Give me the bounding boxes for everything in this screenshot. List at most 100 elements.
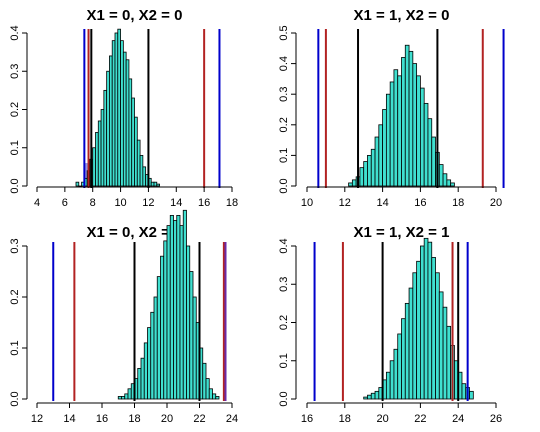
y-tick-label: 0.3 [278,277,290,292]
histogram-panel: X1 = 0, X2 = 1 12 14 16 18 20 22 24 0.0 0.1 0.2 0.3 [9,209,238,425]
x-tick-label: 14 [170,197,182,209]
histogram-bar [401,318,406,400]
histogram-bar [393,69,399,187]
histogram-bar [205,378,210,400]
histogram-bar [179,225,184,400]
histogram-bar [97,120,102,187]
histogram-bar [367,394,372,400]
histogram-bar [419,245,425,400]
histogram-bar [367,154,372,187]
histogram-bar [374,390,380,400]
x-tick-label: 26 [490,413,502,425]
histogram-bar [202,362,207,400]
histogram-bar [137,367,142,400]
x-tick-label: 16 [198,197,210,209]
histogram-bar [397,75,402,187]
x-tick-label: 20 [490,197,502,209]
histogram-bar [446,179,452,187]
x-tick-label: 10 [114,197,126,209]
y-tick-label: 0.2 [278,117,290,132]
y-axis: 0.0 0.1 0.2 0.3 0.4 [9,25,28,194]
histogram-bar [370,392,376,400]
histogram-bar [423,102,429,187]
y-tick-label: 0.3 [9,238,21,253]
x-tick-label: 18 [339,413,351,425]
x-tick-label: 24 [452,413,464,425]
y-tick-label: 0.2 [9,102,21,117]
x-tick-label: 20 [161,413,173,425]
x-axis: 4 6 8 10 12 14 16 18 [34,186,238,209]
histogram-bar [389,81,395,187]
x-tick-label: 18 [226,197,238,209]
histogram-bar [385,93,391,187]
x-tick-label: 18 [128,413,140,425]
histogram-bar [150,311,155,400]
histogram-bar [438,291,444,400]
histogram-bar [173,220,178,400]
histogram-bar [423,237,429,400]
histogram-bar [397,333,402,400]
panel-title: X1 = 0, X2 = 1 [87,224,183,241]
histogram-bar [393,348,399,400]
y-tick-label: 0.0 [278,178,290,193]
histogram-bar [438,164,444,187]
y-tick-label: 0.4 [278,56,290,71]
histogram-bar [114,32,119,187]
histogram-bar [75,181,80,187]
x-tick-label: 14 [376,197,388,209]
histogram-bar [442,173,448,187]
panel-title: X1 = 1, X2 = 1 [354,224,450,241]
histogram-bar [134,116,138,187]
y-axis: 0.0 0.1 0.2 0.3 [9,238,28,407]
y-tick-label: 0.1 [278,148,290,163]
x-tick-label: 4 [34,197,40,209]
histogram-bar [192,296,197,400]
histogram-bar [125,59,130,187]
histogram-bar [363,161,368,187]
histogram-bar [431,257,436,400]
histogram-bar [176,214,181,400]
histogram-bar [111,40,116,187]
histogram-bar [412,63,418,187]
histogram-bar [166,225,171,400]
histogram-bar [212,393,217,400]
x-axis: 16 18 20 22 24 26 [301,402,502,425]
histogram-bar [124,393,129,400]
histogram-panel: X1 = 1, X2 = 116 18 20 22 24 260.00.10.20.30.… [278,224,502,425]
y-tick-label: 0.3 [9,64,21,79]
y-tick-label: 0.1 [278,353,290,368]
histogram-bar [374,136,380,187]
histogram-bar [363,396,368,400]
histogram-bar [163,240,168,400]
histogram-bar [140,357,145,400]
histogram-bar [389,360,395,400]
histogram-bar [127,388,132,400]
y-tick-label: 0.3 [278,87,290,102]
histogram-bar [427,118,433,187]
histogram-bar [416,75,421,187]
x-tick-label: 16 [96,413,108,425]
histogram-bar [150,181,155,187]
histogram-bar [382,109,387,187]
histogram-bar [122,51,127,187]
y-tick-label: 0.2 [278,315,290,330]
histogram-bar [427,241,433,400]
y-tick-label: 0.0 [278,391,290,406]
histogram-bar [100,109,105,187]
x-tick-label: 12 [142,197,154,209]
histogram-bar [121,396,126,400]
y-tick-label: 0.4 [9,25,21,40]
histogram-bar [416,260,421,400]
x-tick-label: 16 [414,197,426,209]
histogram-bar [117,396,122,400]
histogram-bar [208,388,213,400]
x-tick-label: 8 [90,197,96,209]
histogram-bar [106,70,110,187]
histogram-bar [450,182,455,187]
panel-title: X1 = 0, X2 = 0 [87,7,183,24]
y-axis: 0.0 0.1 0.2 0.3 0.4 0.5 [278,25,297,194]
histogram-bar [461,383,467,400]
histogram-bar [156,276,161,400]
histogram-bar [78,185,82,187]
